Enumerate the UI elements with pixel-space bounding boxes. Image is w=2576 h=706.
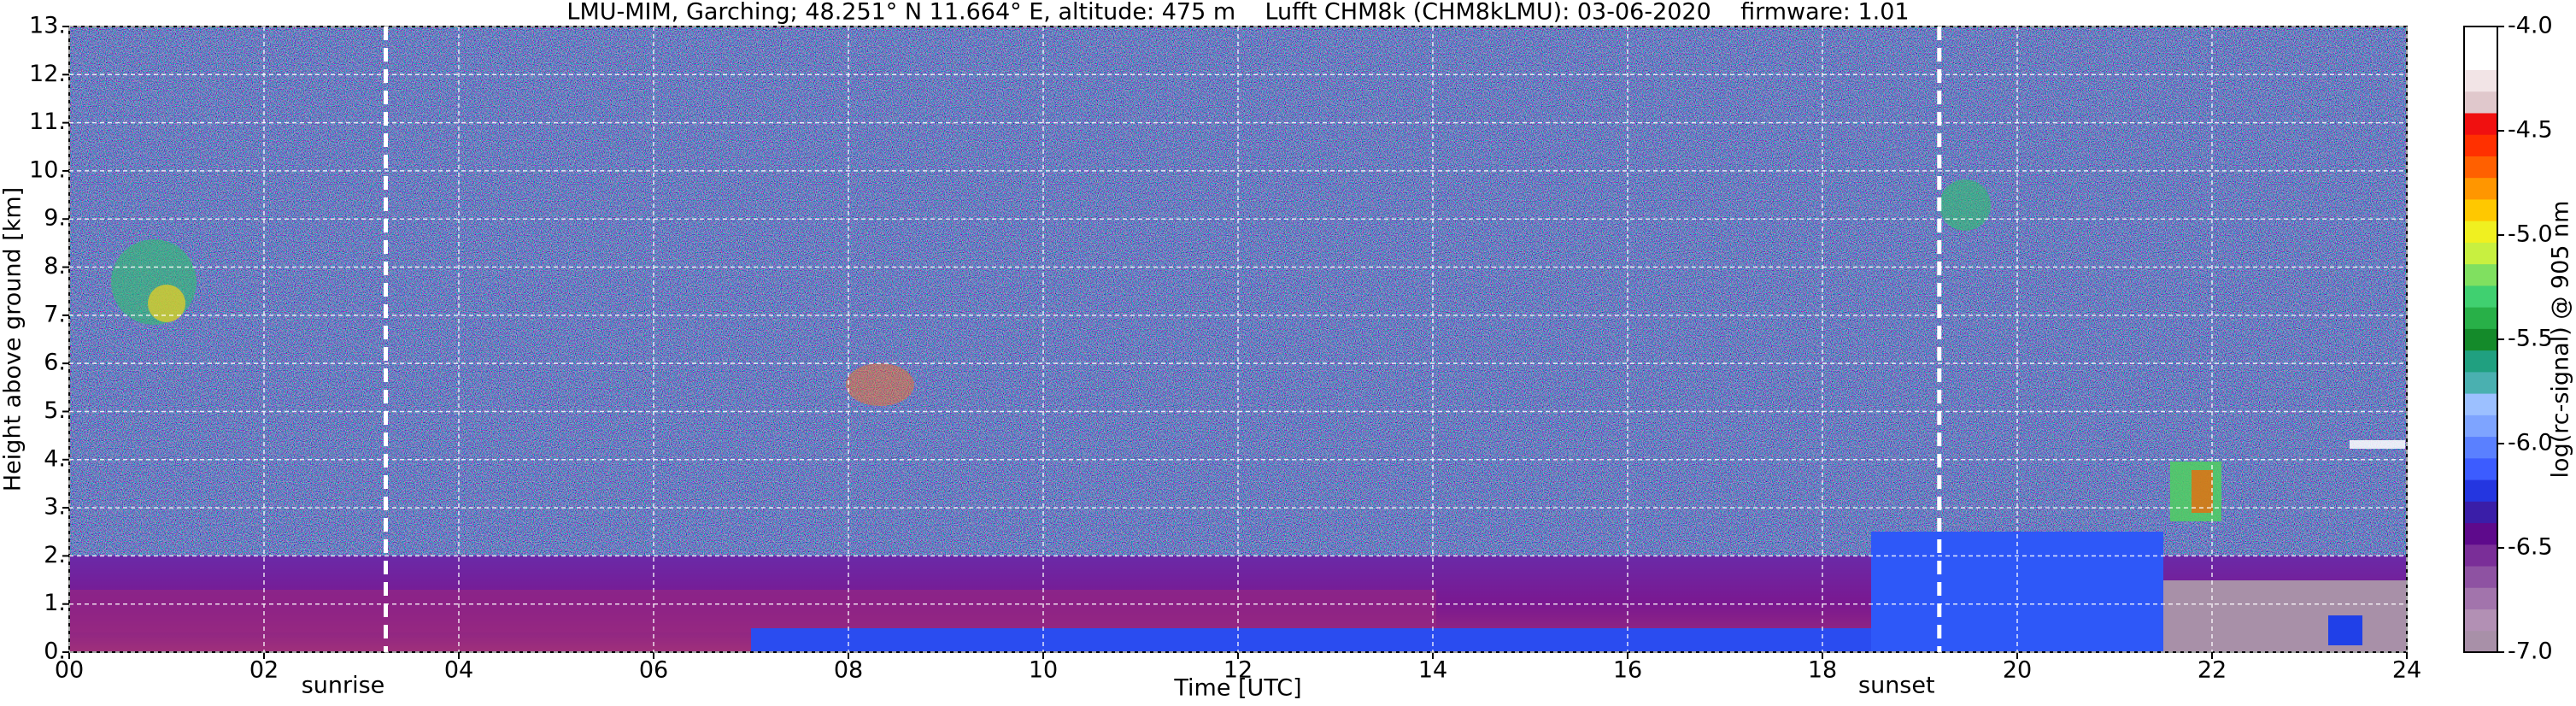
colorbar-swatch — [2464, 436, 2497, 459]
colorbar-swatch — [2464, 26, 2497, 49]
x-tick-label: 10 — [1029, 657, 1058, 684]
y-tick-label: 12. — [29, 61, 66, 87]
y-tick-label: 8. — [44, 253, 66, 279]
colorbar-swatch — [2464, 393, 2497, 415]
colorbar-tick-label: -4.0 — [2508, 13, 2553, 39]
colorbar-swatch — [2464, 350, 2497, 373]
y-tick-label: 1. — [44, 590, 66, 616]
colorbar-swatch — [2464, 371, 2497, 394]
y-axis-label: Height above ground [km] — [0, 187, 26, 491]
colorbar-swatch — [2464, 307, 2497, 329]
colorbar-swatch — [2464, 221, 2497, 243]
colorbar-swatch — [2464, 501, 2497, 524]
colorbar-tick-label: -7.0 — [2508, 638, 2553, 665]
y-tick-label: 10. — [29, 156, 66, 183]
colorbar-swatch — [2464, 242, 2497, 265]
colorbar-tick-label: -6.0 — [2508, 430, 2553, 456]
colorbar-swatch — [2464, 198, 2497, 221]
colorbar-tick-label: -5.5 — [2508, 326, 2553, 352]
colorbar-tick-label: -4.5 — [2508, 117, 2553, 144]
y-tick-label: 7. — [44, 301, 66, 327]
y-tick-label: 3. — [44, 494, 66, 521]
colorbar-tick-label: -5.0 — [2508, 221, 2553, 248]
colorbar-swatch — [2464, 328, 2497, 351]
y-tick-label: 4. — [44, 445, 66, 472]
x-tick-label: 20 — [2003, 657, 2032, 684]
colorbar-swatch — [2464, 91, 2497, 114]
colorbar-tick-label: -6.5 — [2508, 534, 2553, 561]
heatmap-background — [69, 26, 2407, 652]
colorbar-swatch — [2464, 285, 2497, 308]
chart-title: LMU-MIM, Garching; 48.251° N 11.664° E, … — [566, 0, 1909, 26]
colorbar-swatch — [2464, 48, 2497, 70]
colorbar-swatch — [2464, 544, 2497, 567]
x-tick-label: 02 — [249, 657, 279, 684]
y-tick-label: 9. — [44, 205, 66, 232]
colorbar-swatch — [2464, 566, 2497, 588]
x-tick-label: 06 — [639, 657, 668, 684]
colorbar-swatch — [2464, 522, 2497, 545]
colorbar-swatch — [2464, 112, 2497, 135]
x-tick-label: 18 — [1808, 657, 1837, 684]
x-tick-label: 22 — [2198, 657, 2227, 684]
y-tick-label: 2. — [44, 542, 66, 568]
colorbar-swatch — [2464, 630, 2497, 653]
colorbar-swatch — [2464, 177, 2497, 200]
y-tick-label: 0. — [44, 638, 66, 665]
y-tick-label: 11. — [29, 109, 66, 135]
x-tick-label: 16 — [1613, 657, 1642, 684]
x-tick-label: 14 — [1418, 657, 1447, 684]
colorbar-swatch — [2464, 415, 2497, 438]
colorbar-label: log(rc-signal) @ 905 nm — [2548, 201, 2574, 479]
colorbar-swatch — [2464, 156, 2497, 179]
y-tick-label: 6. — [44, 350, 66, 376]
colorbar-swatch — [2464, 134, 2497, 156]
colorbar-swatch — [2464, 263, 2497, 286]
annotation-label: sunset — [1858, 673, 1935, 699]
colorbar-swatch — [2464, 587, 2497, 610]
colorbar-swatch — [2464, 479, 2497, 502]
y-tick-label: 5. — [44, 397, 66, 424]
x-tick-label: 08 — [834, 657, 863, 684]
colorbar-swatch — [2464, 69, 2497, 92]
y-tick-label: 13. — [29, 13, 66, 39]
x-tick-label: 04 — [444, 657, 473, 684]
x-tick-label: 12 — [1223, 657, 1253, 684]
x-tick-label: 24 — [2392, 657, 2421, 684]
colorbar-swatch — [2464, 457, 2497, 480]
annotation-label: sunrise — [302, 673, 385, 699]
colorbar-swatch — [2464, 609, 2497, 632]
x-tick-label: 00 — [55, 657, 84, 684]
x-axis-label: Time [UTC] — [1173, 675, 1301, 702]
